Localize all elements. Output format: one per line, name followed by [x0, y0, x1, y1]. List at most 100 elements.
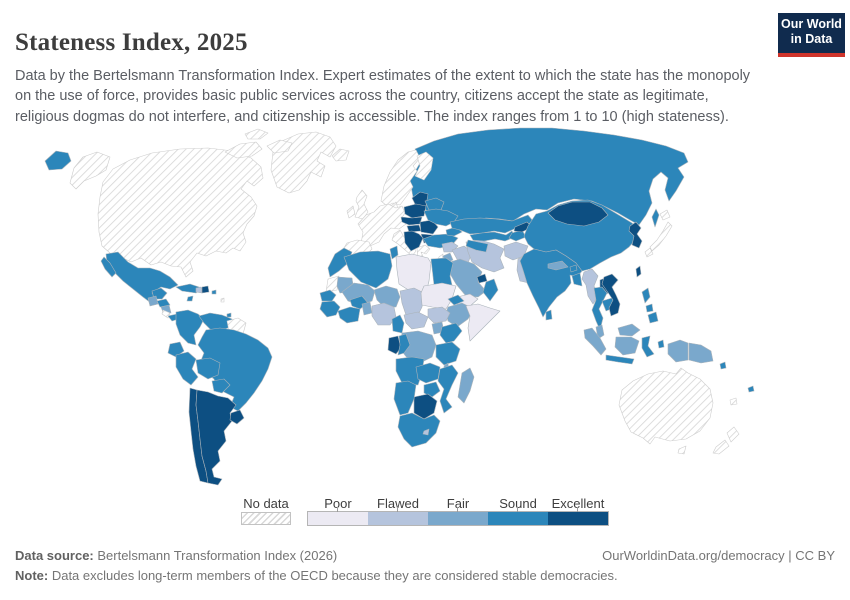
region-zimbabwe[interactable]	[423, 381, 441, 398]
region-tunisia[interactable]	[389, 245, 399, 260]
region-sakhalin[interactable]	[651, 208, 660, 228]
region-mali[interactable]	[341, 282, 376, 306]
region-united-kingdom[interactable]	[354, 189, 369, 220]
region-west-papua[interactable]	[667, 339, 689, 363]
region-dominican-republic[interactable]	[201, 285, 210, 294]
region-madagascar[interactable]	[457, 367, 475, 404]
region-myanmar[interactable]	[581, 268, 599, 305]
region-solomon-islands[interactable]	[719, 361, 727, 370]
region-benin[interactable]	[361, 301, 373, 316]
region-uae[interactable]	[476, 273, 488, 284]
region-philippines[interactable]	[647, 311, 659, 324]
region-kalimantan[interactable]	[614, 336, 640, 356]
region-sri-lanka[interactable]	[545, 309, 553, 321]
region-ivory-coast-ghana[interactable]	[337, 306, 361, 324]
region-tasmania[interactable]	[677, 445, 687, 455]
region-tanzania[interactable]	[435, 341, 461, 366]
region-puerto-rico[interactable]	[211, 289, 217, 295]
region-peru[interactable]	[175, 351, 199, 386]
region-alaska[interactable]	[69, 151, 111, 190]
region-korea[interactable]	[628, 221, 643, 249]
region-mexico[interactable]	[100, 256, 117, 278]
region-lesotho[interactable]	[422, 428, 430, 436]
region-south-sudan[interactable]	[427, 306, 451, 324]
region-moluccas[interactable]	[657, 339, 665, 349]
region-philippines[interactable]	[641, 287, 651, 304]
region-sumatra[interactable]	[583, 327, 607, 356]
region-chad[interactable]	[399, 287, 425, 318]
region-australia[interactable]	[618, 367, 714, 445]
legend-no-data-swatch[interactable]	[241, 512, 291, 525]
region-western-europe[interactable]	[357, 203, 407, 247]
region-somalia[interactable]	[465, 303, 501, 342]
region-turkmenistan[interactable]	[465, 239, 489, 253]
region-thailand[interactable]	[591, 286, 608, 331]
region-zambia[interactable]	[415, 362, 441, 384]
region-java[interactable]	[605, 354, 635, 365]
region-iceland[interactable]	[331, 148, 350, 162]
region-algeria[interactable]	[343, 250, 393, 289]
region-south-africa[interactable]	[397, 412, 441, 448]
region-lesser-antilles[interactable]	[220, 297, 225, 303]
region-congo[interactable]	[397, 333, 411, 356]
region-new-caledonia[interactable]	[729, 397, 738, 406]
region-malaysia[interactable]	[617, 323, 641, 337]
region-philippines[interactable]	[645, 303, 654, 313]
region-argentina[interactable]	[195, 389, 237, 486]
region-central-african-republic[interactable]	[403, 311, 429, 330]
region-chukotka[interactable]	[44, 150, 72, 171]
region-vietnam[interactable]	[601, 273, 621, 317]
region-canadian-arctic[interactable]	[266, 139, 293, 154]
region-mozambique[interactable]	[437, 364, 459, 414]
region-mongolia[interactable]	[547, 201, 609, 227]
region-japan[interactable]	[644, 247, 654, 258]
region-botswana[interactable]	[413, 393, 438, 420]
region-fiji[interactable]	[747, 385, 755, 393]
legend-swatch-excellent[interactable]	[548, 512, 608, 525]
region-haiti[interactable]	[195, 286, 203, 294]
legend-swatch-poor[interactable]	[308, 512, 368, 525]
region-namibia[interactable]	[393, 380, 417, 416]
region-honduras[interactable]	[156, 298, 171, 308]
region-taiwan[interactable]	[635, 265, 642, 278]
region-papua-new-guinea[interactable]	[688, 342, 714, 364]
region-guatemala[interactable]	[147, 295, 159, 307]
region-niger[interactable]	[373, 285, 401, 308]
region-colombia[interactable]	[175, 309, 205, 346]
legend-swatch-sound[interactable]	[488, 512, 548, 525]
legend-swatch-fair[interactable]	[428, 512, 488, 525]
region-finland[interactable]	[414, 151, 434, 181]
footer-link[interactable]: OurWorldinData.org/democracy | CC BY	[602, 548, 835, 563]
region-western-sahara[interactable]	[325, 275, 340, 293]
region-oman[interactable]	[482, 278, 499, 302]
region-trinidad[interactable]	[226, 312, 232, 318]
region-canadian-arctic[interactable]	[244, 128, 269, 140]
region-egypt[interactable]	[430, 257, 454, 286]
region-kenya[interactable]	[439, 322, 463, 344]
region-canadian-arctic[interactable]	[224, 141, 263, 159]
region-uruguay[interactable]	[229, 409, 245, 425]
region-new-zealand[interactable]	[726, 426, 740, 443]
region-guinea[interactable]	[319, 300, 341, 318]
region-nepal[interactable]	[547, 260, 569, 271]
region-poland[interactable]	[403, 203, 427, 219]
region-bhutan[interactable]	[569, 264, 578, 273]
region-paraguay[interactable]	[211, 378, 231, 394]
region-japan[interactable]	[659, 209, 671, 221]
region-senegal[interactable]	[319, 289, 337, 302]
region-new-zealand[interactable]	[712, 439, 730, 455]
region-hungary[interactable]	[406, 224, 422, 233]
region-ireland[interactable]	[346, 205, 356, 219]
region-cameroon[interactable]	[391, 314, 405, 334]
region-sudan[interactable]	[420, 282, 457, 310]
region-belarus[interactable]	[424, 197, 445, 211]
region-jamaica[interactable]	[186, 295, 194, 302]
region-sulawesi[interactable]	[641, 335, 655, 358]
region-japan[interactable]	[649, 221, 673, 252]
region-balkans[interactable]	[403, 230, 424, 252]
region-morocco[interactable]	[327, 247, 353, 278]
region-mexico[interactable]	[105, 251, 179, 304]
region-eritrea[interactable]	[447, 294, 465, 306]
legend-swatch-flawed[interactable]	[368, 512, 428, 525]
region-bolivia[interactable]	[195, 357, 221, 380]
